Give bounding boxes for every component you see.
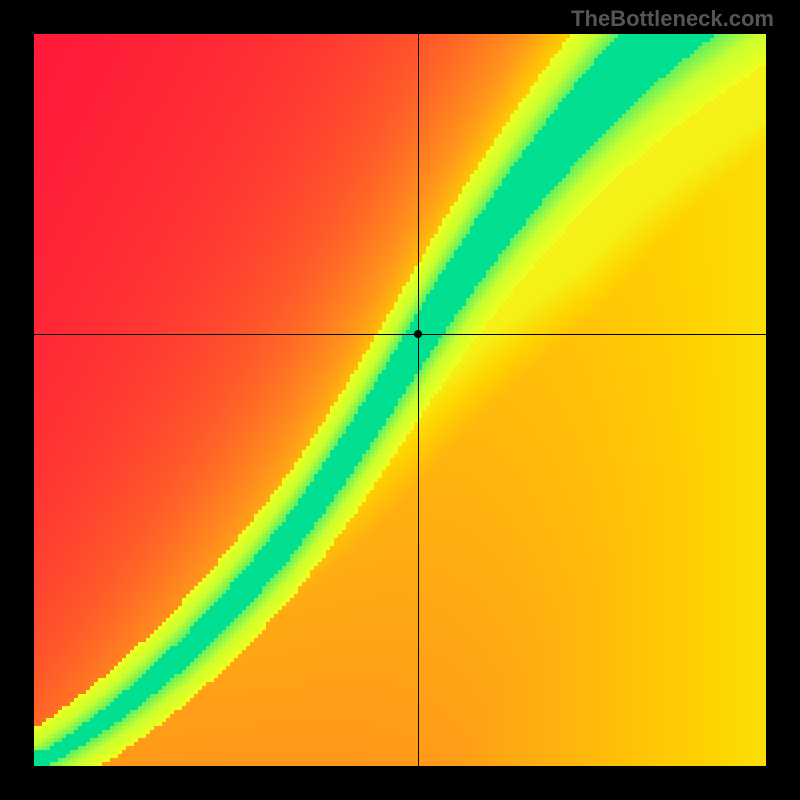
heatmap-plot (34, 34, 766, 766)
heatmap-canvas (34, 34, 766, 766)
crosshair-horizontal (34, 334, 766, 335)
crosshair-vertical (418, 34, 419, 766)
